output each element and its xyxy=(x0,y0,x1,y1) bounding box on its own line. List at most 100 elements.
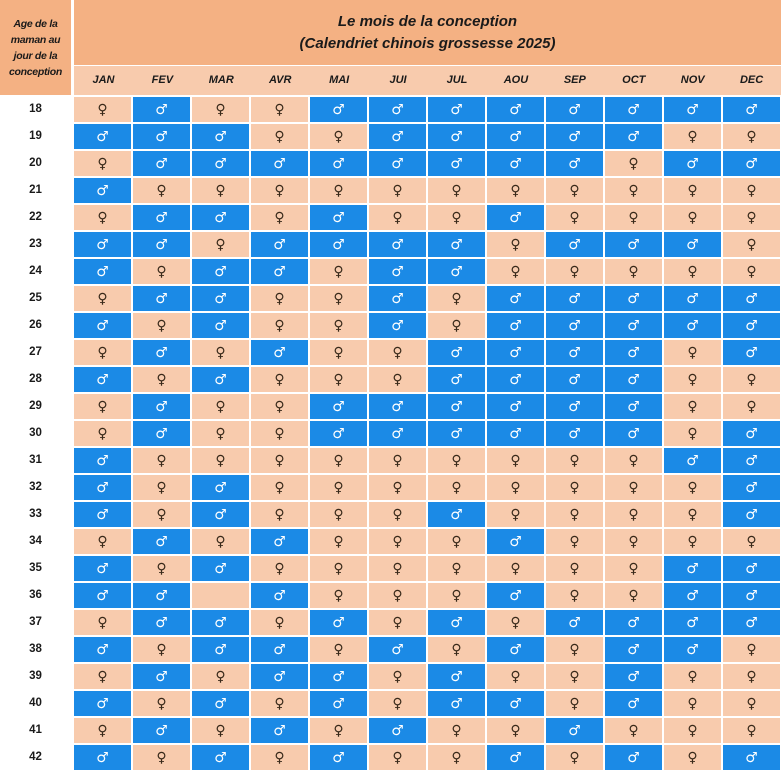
table-cell: ♀ xyxy=(487,610,544,635)
female-icon: ♀ xyxy=(746,182,757,199)
table-cell: ♀ xyxy=(74,340,131,365)
age-label: 20 xyxy=(0,151,71,176)
male-icon: ♂ xyxy=(332,101,345,118)
table-cell: ♂ xyxy=(723,151,780,176)
table-cell: ♀ xyxy=(723,637,780,662)
table-cell: ♀ xyxy=(428,745,485,770)
age-label: 19 xyxy=(0,124,71,149)
male-icon: ♂ xyxy=(155,236,168,253)
female-icon: ♀ xyxy=(392,614,403,631)
female-icon: ♀ xyxy=(274,479,285,496)
table-cell: ♀ xyxy=(664,421,721,446)
table-cell: ♀ xyxy=(723,367,780,392)
male-icon: ♂ xyxy=(509,533,522,550)
female-icon: ♀ xyxy=(274,209,285,226)
male-icon: ♂ xyxy=(450,263,463,280)
female-icon: ♀ xyxy=(215,533,226,550)
female-icon: ♀ xyxy=(392,533,403,550)
male-icon: ♂ xyxy=(450,371,463,388)
table-cell: ♂ xyxy=(74,556,131,581)
female-icon: ♀ xyxy=(687,398,698,415)
female-icon: ♀ xyxy=(392,668,403,685)
male-icon: ♂ xyxy=(509,155,522,172)
table-cell: ♀ xyxy=(133,556,190,581)
age-label: 41 xyxy=(0,718,71,743)
table-cell: ♂ xyxy=(723,421,780,446)
male-icon: ♂ xyxy=(509,398,522,415)
table-cell: ♂ xyxy=(369,151,426,176)
table-cell: ♂ xyxy=(74,232,131,257)
age-label: 33 xyxy=(0,502,71,527)
female-icon: ♀ xyxy=(687,695,698,712)
female-icon: ♀ xyxy=(392,182,403,199)
female-icon: ♀ xyxy=(274,317,285,334)
male-icon: ♂ xyxy=(745,290,758,307)
male-icon: ♂ xyxy=(627,695,640,712)
table-cell: ♂ xyxy=(487,205,544,230)
female-icon: ♀ xyxy=(274,614,285,631)
table-cell: ♂ xyxy=(251,259,308,284)
female-icon: ♀ xyxy=(628,263,639,280)
table-cell: ♂ xyxy=(487,421,544,446)
table-row: 31 ♂ ♀ ♀ ♀ ♀ ♀ ♀ ♀ ♀ ♀ ♂ ♂ xyxy=(0,448,781,475)
table-cell: ♂ xyxy=(546,286,603,311)
female-icon: ♀ xyxy=(510,506,521,523)
male-icon: ♂ xyxy=(391,398,404,415)
table-cell: ♂ xyxy=(487,745,544,770)
female-icon: ♀ xyxy=(569,668,580,685)
male-icon: ♂ xyxy=(391,236,404,253)
female-icon: ♀ xyxy=(746,695,757,712)
table-row: 27 ♀ ♂ ♀ ♂ ♀ ♀ ♂ ♂ ♂ ♂ ♀ ♂ xyxy=(0,340,781,367)
female-icon: ♀ xyxy=(156,371,167,388)
table-cell: ♀ xyxy=(428,286,485,311)
female-icon: ♀ xyxy=(628,560,639,577)
table-cell: ♂ xyxy=(192,367,249,392)
table-cell: ♀ xyxy=(487,718,544,743)
table-cell: ♂ xyxy=(192,205,249,230)
male-icon: ♂ xyxy=(686,587,699,604)
female-icon: ♀ xyxy=(569,560,580,577)
table-cell: ♂ xyxy=(133,97,190,122)
table-cell: ♀ xyxy=(664,340,721,365)
female-icon: ♀ xyxy=(510,182,521,199)
age-label: 25 xyxy=(0,286,71,311)
female-icon: ♀ xyxy=(97,290,108,307)
male-icon: ♂ xyxy=(391,155,404,172)
table-cell: ♀ xyxy=(133,178,190,203)
male-icon: ♂ xyxy=(273,641,286,658)
table-cell: ♂ xyxy=(192,691,249,716)
table-cell: ♀ xyxy=(664,259,721,284)
table-cell: ♀ xyxy=(605,151,662,176)
female-icon: ♀ xyxy=(687,425,698,442)
male-icon: ♂ xyxy=(745,614,758,631)
table-cell: ♀ xyxy=(369,448,426,473)
male-icon: ♂ xyxy=(450,668,463,685)
male-icon: ♂ xyxy=(568,722,581,739)
male-icon: ♂ xyxy=(627,668,640,685)
table-cell: ♂ xyxy=(192,637,249,662)
male-icon: ♂ xyxy=(96,587,109,604)
female-icon: ♀ xyxy=(746,722,757,739)
table-cell: ♀ xyxy=(310,583,367,608)
table-cell: ♀ xyxy=(192,529,249,554)
male-icon: ♂ xyxy=(450,236,463,253)
female-icon: ♀ xyxy=(156,506,167,523)
age-label: 38 xyxy=(0,637,71,662)
female-icon: ♀ xyxy=(97,668,108,685)
female-icon: ♀ xyxy=(274,749,285,766)
table-cell: ♂ xyxy=(369,232,426,257)
month-header-jui: JUI xyxy=(389,74,407,86)
table-cell: ♀ xyxy=(74,97,131,122)
table-cell: ♀ xyxy=(133,448,190,473)
table-cell: ♂ xyxy=(74,124,131,149)
table-cell: ♂ xyxy=(664,610,721,635)
table-cell: ♂ xyxy=(664,448,721,473)
table-cell: ♀ xyxy=(310,340,367,365)
female-icon: ♀ xyxy=(687,668,698,685)
female-icon: ♀ xyxy=(628,506,639,523)
month-header-sep: SEP xyxy=(563,74,586,86)
male-icon: ♂ xyxy=(568,128,581,145)
female-icon: ♀ xyxy=(215,101,226,118)
male-icon: ♂ xyxy=(686,155,699,172)
table-cell: ♀ xyxy=(251,421,308,446)
